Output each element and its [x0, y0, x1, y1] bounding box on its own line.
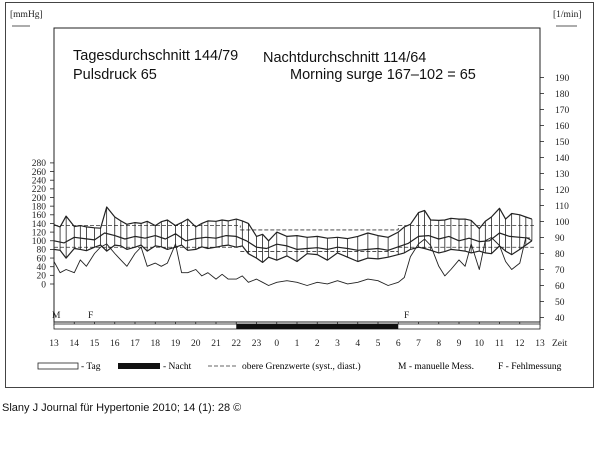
- x-tick-label: 7: [416, 339, 421, 349]
- morning-surge-label: Morning surge 167–102 = 65: [290, 67, 476, 83]
- systolic-line: [53, 206, 533, 242]
- x-tick-label: 8: [436, 339, 441, 349]
- right-tick-label: 60: [555, 282, 565, 292]
- x-tick-label: 11: [495, 339, 504, 349]
- right-tick-label: 40: [555, 314, 565, 324]
- x-tick-label: 22: [232, 339, 242, 349]
- left-tick-label: 240: [32, 177, 47, 187]
- night-period-bar: [236, 324, 399, 329]
- fail-mark: F: [404, 311, 409, 321]
- x-tick-label: 21: [211, 339, 221, 349]
- mean-arterial-line: [53, 232, 530, 251]
- legend-day-swatch: [37, 362, 79, 370]
- left-tick-label: 20: [37, 272, 47, 282]
- x-tick-label: 10: [475, 339, 485, 349]
- right-tick-label: 90: [555, 234, 565, 244]
- legend-manual-label: M - manuelle Mess.: [398, 362, 474, 372]
- x-tick-label: 23: [252, 339, 262, 349]
- right-tick-label: 150: [555, 138, 570, 148]
- legend-fail-label: F - Fehlmessung: [498, 362, 562, 372]
- x-tick-label: 18: [151, 339, 161, 349]
- right-tick-label: 130: [555, 170, 570, 180]
- left-tick-label: 260: [32, 168, 47, 178]
- right-tick-label: 140: [555, 154, 570, 164]
- diastolic-line: [53, 240, 533, 263]
- right-tick-label: 110: [555, 202, 569, 212]
- left-tick-label: 100: [32, 237, 47, 247]
- left-tick-label: 60: [37, 254, 47, 264]
- left-tick-label: 40: [37, 263, 47, 273]
- day-average-label: Tagesdurchschnitt 144/79: [73, 48, 239, 64]
- x-axis-label: Zeit: [552, 339, 568, 349]
- left-tick-label: 220: [32, 185, 47, 195]
- left-tick-label: 120: [32, 228, 47, 238]
- right-tick-label: 160: [555, 122, 570, 132]
- left-tick-label: 140: [32, 220, 47, 230]
- manual-mark: M: [52, 311, 61, 321]
- citation: Slany J Journal für Hypertonie 2010; 14 …: [2, 402, 242, 414]
- x-tick-label: 20: [191, 339, 201, 349]
- x-tick-label: 13: [49, 339, 59, 349]
- x-tick-label: 6: [396, 339, 401, 349]
- left-axis-unit: [mmHg]: [10, 10, 43, 20]
- legend-night-swatch: [118, 363, 160, 369]
- x-tick-label: 3: [335, 339, 340, 349]
- right-tick-label: 190: [555, 74, 570, 84]
- right-tick-label: 50: [555, 298, 565, 308]
- night-average-label: Nachtdurchschnitt 114/64: [263, 50, 427, 66]
- right-tick-label: 70: [555, 266, 565, 276]
- fail-mark: F: [88, 311, 93, 321]
- x-tick-label: 0: [274, 339, 279, 349]
- left-tick-label: 160: [32, 211, 47, 221]
- left-tick-label: 180: [32, 202, 47, 212]
- x-tick-label: 12: [515, 339, 525, 349]
- legend-night-label: - Nacht: [163, 362, 192, 372]
- left-tick-label: 280: [32, 159, 47, 169]
- x-tick-label: 19: [171, 339, 181, 349]
- right-tick-label: 120: [555, 186, 570, 196]
- right-tick-label: 180: [555, 90, 570, 100]
- left-tick-label: 200: [32, 194, 47, 204]
- right-tick-label: 170: [555, 106, 570, 116]
- legend-day-label: - Tag: [81, 362, 101, 372]
- x-tick-label: 16: [110, 339, 120, 349]
- right-axis-unit: [1/min]: [553, 10, 582, 20]
- heart-rate-line: [53, 237, 533, 286]
- right-tick-label: 80: [555, 250, 565, 260]
- x-tick-label: 1: [295, 339, 300, 349]
- x-tick-label: 14: [70, 339, 80, 349]
- right-tick-label: 100: [555, 218, 570, 228]
- x-tick-label: 5: [376, 339, 381, 349]
- chart-frame: [5, 2, 594, 388]
- x-tick-label: 4: [355, 339, 360, 349]
- left-tick-label: 80: [37, 246, 47, 256]
- x-tick-label: 17: [130, 339, 140, 349]
- x-tick-label: 2: [315, 339, 320, 349]
- pulse-pressure-label: Pulsdruck 65: [73, 67, 157, 83]
- left-tick-label: 0: [41, 280, 46, 290]
- x-tick-label: 13: [535, 339, 545, 349]
- legend-limits-label: obere Grenzwerte (syst., diast.): [242, 361, 361, 372]
- x-tick-label: 9: [457, 339, 462, 349]
- x-tick-label: 15: [90, 339, 100, 349]
